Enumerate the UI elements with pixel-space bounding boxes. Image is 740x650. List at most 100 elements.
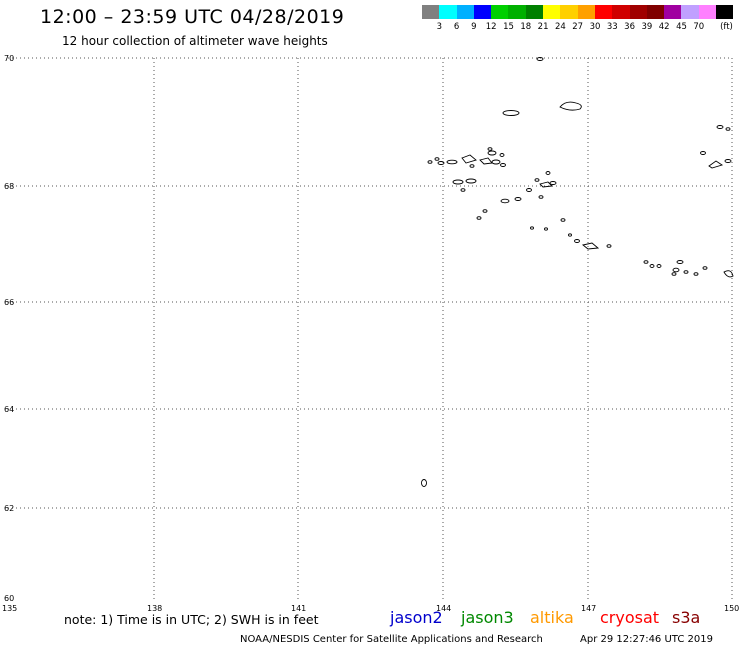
island — [487, 150, 497, 156]
color-swatch — [646, 5, 665, 19]
color-swatch — [525, 5, 544, 19]
lat-label-62: 62 — [4, 504, 14, 513]
lon-label-147: 147 — [581, 604, 596, 613]
lat-label-64: 64 — [4, 405, 14, 414]
note-text: note: 1) Time is in UTC; 2) SWH is in fe… — [64, 612, 319, 627]
lon-label-135: 135 — [2, 604, 17, 613]
color-legend-label: 12 — [485, 22, 497, 32]
island — [500, 198, 510, 204]
color-swatch — [716, 5, 734, 19]
color-swatch — [629, 5, 647, 19]
lon-label-141: 141 — [291, 604, 306, 613]
color-swatch — [698, 5, 717, 19]
color-legend-label: 18 — [520, 22, 532, 32]
lon-label-144: 144 — [436, 604, 451, 613]
island — [643, 260, 649, 264]
lat-label-66: 66 — [4, 298, 14, 307]
island — [427, 160, 433, 164]
island — [559, 101, 582, 111]
island — [434, 157, 440, 161]
island — [700, 151, 706, 155]
color-legend-label: 27 — [572, 22, 584, 32]
island — [479, 157, 493, 165]
color-legend-label: 39 — [641, 22, 653, 32]
color-legend-label: 30 — [589, 22, 601, 32]
island — [482, 209, 488, 213]
sat-label-jason3: jason3 — [461, 608, 514, 627]
island — [446, 159, 458, 165]
page-subtitle: 12 hour collection of altimeter wave hei… — [62, 34, 328, 48]
island — [656, 264, 662, 268]
sat-label-altika: altika — [530, 608, 574, 627]
lon-label-150: 150 — [724, 604, 739, 613]
color-swatch — [594, 5, 613, 19]
color-swatch — [473, 5, 492, 19]
island — [725, 127, 731, 131]
island — [574, 239, 580, 243]
island — [465, 178, 477, 184]
coastline-islands — [421, 57, 734, 487]
color-swatch — [612, 5, 630, 19]
sat-label-jason2: jason2 — [390, 608, 443, 627]
lat-label-70: 70 — [4, 54, 14, 63]
island — [437, 161, 445, 165]
color-swatch — [439, 5, 457, 19]
color-swatch — [560, 5, 578, 19]
island — [469, 164, 475, 168]
island — [708, 160, 724, 169]
island — [499, 153, 505, 157]
page-title: 12:00 – 23:59 UTC 04/28/2019 — [40, 6, 345, 28]
island — [461, 154, 477, 164]
map-grid — [8, 57, 733, 600]
island — [549, 181, 557, 185]
color-legend-label: 9 — [471, 22, 477, 32]
color-legend-bar — [422, 5, 734, 19]
color-swatch — [543, 5, 561, 19]
color-legend-label: 24 — [554, 22, 566, 32]
color-swatch — [508, 5, 526, 19]
island — [545, 171, 551, 175]
color-legend-labels: 3 6 9 12 15 18 21 24 27 30 33 36 39 42 45 70 (ft) — [422, 22, 740, 34]
island — [476, 216, 482, 220]
color-legend-unit: (ft) — [720, 22, 733, 32]
island — [676, 260, 684, 264]
color-legend-label: 42 — [658, 22, 670, 32]
island — [421, 479, 427, 487]
color-swatch — [491, 5, 509, 19]
island — [491, 159, 501, 165]
sat-label-cryosat: cryosat — [600, 608, 660, 627]
island — [683, 270, 689, 274]
lon-label-138: 138 — [147, 604, 162, 613]
island — [693, 272, 699, 276]
island — [702, 266, 708, 270]
island — [530, 226, 534, 230]
color-legend-label: 36 — [624, 22, 636, 32]
island — [671, 272, 677, 276]
color-swatch — [664, 5, 682, 19]
island — [724, 159, 732, 163]
color-legend-label: 15 — [503, 22, 514, 32]
island — [723, 270, 734, 278]
island — [649, 264, 655, 268]
island — [568, 233, 572, 237]
island — [534, 178, 540, 182]
island — [514, 197, 522, 201]
island — [606, 244, 612, 248]
credit-text: NOAA/NESDIS Center for Satellite Applica… — [240, 634, 543, 645]
color-legend-label: 6 — [453, 22, 460, 32]
color-legend-label: 45 — [676, 22, 687, 32]
sat-label-s3a: s3a — [672, 608, 701, 627]
island — [536, 57, 544, 61]
island — [487, 147, 493, 151]
island — [460, 188, 466, 192]
island — [502, 110, 520, 116]
island — [539, 181, 553, 188]
color-legend-label: 21 — [537, 22, 549, 32]
color-swatch — [422, 5, 440, 19]
island — [716, 125, 724, 129]
island — [500, 163, 506, 167]
color-legend-label: 3 — [436, 22, 443, 32]
generated-timestamp: Apr 29 12:27:46 UTC 2019 — [580, 634, 713, 645]
color-swatch — [681, 5, 699, 19]
